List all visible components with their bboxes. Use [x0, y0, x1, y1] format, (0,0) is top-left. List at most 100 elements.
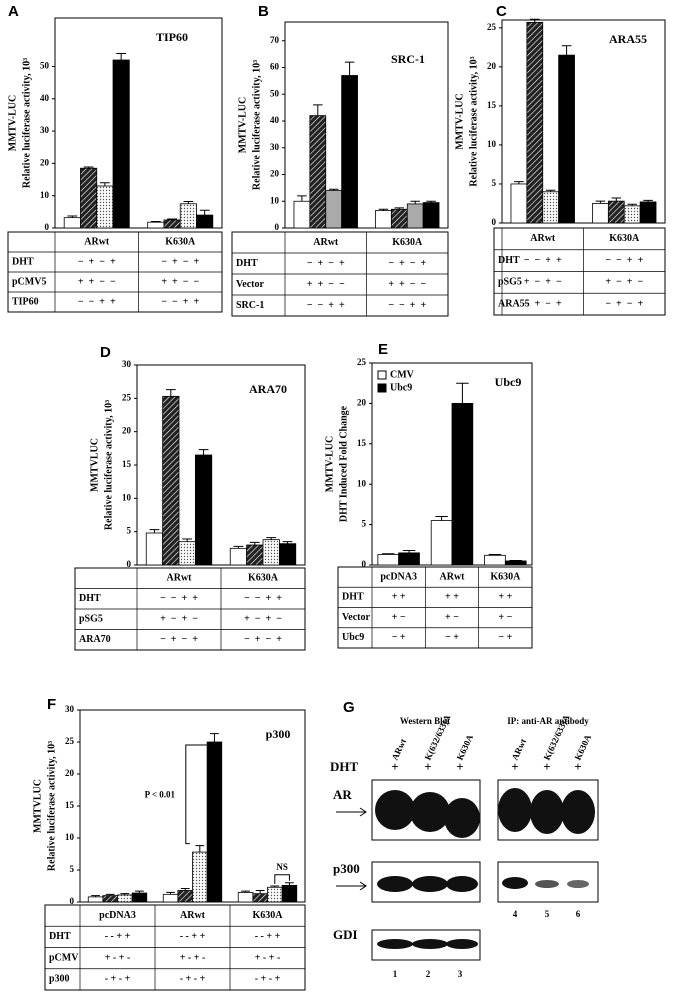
table-cell: − − + +	[605, 255, 643, 266]
bar	[63, 217, 81, 229]
error-bar	[394, 207, 405, 210]
band	[377, 939, 413, 949]
bracket	[274, 874, 290, 884]
chart-title: TIP60	[156, 30, 188, 44]
error-bar	[83, 166, 94, 169]
error-bar	[180, 888, 190, 891]
y-tick-label: 40	[270, 115, 280, 125]
bar	[117, 894, 133, 903]
y-tick-label: 0	[362, 559, 367, 569]
row-label: GDI	[333, 927, 358, 942]
treatment-mark: +	[511, 759, 518, 774]
y-tick-label: 10	[40, 190, 50, 200]
y-tick-label: 50	[40, 61, 50, 71]
y-axis-label: Relative luciferase activity, 10³	[21, 58, 32, 188]
table-cell: − − + +	[524, 255, 562, 266]
y-axis-label: MMTV-LUC	[324, 436, 335, 492]
bar	[246, 544, 264, 566]
bar	[623, 205, 641, 224]
table-cell: − +	[498, 632, 512, 643]
y-tick-label: 25	[122, 392, 132, 402]
y-tick-label: 10	[65, 832, 75, 842]
table-cell: + − + −	[524, 277, 562, 288]
error-bar	[611, 197, 622, 202]
bar	[542, 191, 560, 224]
bar	[293, 200, 311, 229]
table-row-label: DHT	[342, 592, 364, 603]
y-tick-label: 0	[70, 896, 75, 906]
bar	[558, 54, 575, 224]
table-cell: + − + −	[160, 614, 198, 625]
y-axis-label: MMTVLUC	[32, 779, 43, 833]
annotation: NS	[276, 862, 288, 872]
bar	[112, 59, 130, 229]
table-cell: − + − +	[388, 258, 426, 269]
band	[446, 876, 478, 892]
bar	[194, 454, 213, 566]
panel-letter: D	[100, 344, 111, 361]
table-header: K630A	[248, 573, 279, 584]
table-header: pcDNA3	[99, 910, 136, 921]
error-bar	[488, 553, 502, 556]
lane-number: 4	[513, 909, 518, 919]
table-header: K630A	[165, 236, 196, 247]
error-bar	[297, 195, 307, 202]
table-row-label: SRC-1	[236, 300, 264, 311]
bar	[131, 892, 148, 903]
table-cell: − − + +	[78, 296, 116, 307]
bar	[607, 200, 625, 224]
table-cell: - - + +	[105, 931, 131, 942]
bar	[504, 560, 527, 566]
y-axis-label: DHT Induced Fold Change	[338, 405, 349, 522]
bar	[375, 210, 392, 229]
y-axis-label: MMTV-LUC	[7, 95, 18, 151]
bar	[510, 183, 528, 224]
table-cell: − + − +	[244, 634, 282, 645]
y-tick-label: 5	[70, 864, 75, 874]
treatment-label: DHT	[330, 759, 359, 774]
bracket	[185, 744, 215, 845]
y-tick-label: 20	[357, 397, 367, 407]
table-cell: − + − +	[307, 258, 345, 269]
treatment-mark: +	[574, 759, 581, 774]
table-header: ARwt	[440, 571, 466, 582]
panel-letter: F	[47, 696, 56, 713]
lane-label: K630A	[455, 733, 476, 762]
band	[410, 792, 450, 832]
table-cell: − − + +	[388, 300, 426, 311]
table-row-label: Vector	[236, 279, 265, 290]
table-cell: - + - +	[255, 974, 281, 985]
table-cell: + −	[498, 612, 512, 623]
error-bar	[285, 882, 294, 886]
error-bar	[402, 549, 416, 553]
bar	[196, 214, 214, 229]
table-cell: - - + +	[180, 931, 206, 942]
error-bar	[378, 208, 389, 211]
arrow	[336, 881, 367, 891]
table-cell: − + − +	[605, 298, 643, 309]
bar	[252, 893, 268, 903]
error-bar	[150, 221, 161, 223]
bar	[237, 892, 254, 903]
chart-title: Ubc9	[495, 375, 522, 389]
table-row-label: pSG5	[498, 277, 522, 288]
panel-letter: B	[258, 3, 269, 20]
table-cell: − + − +	[161, 256, 199, 267]
error-bar	[149, 529, 160, 533]
error-bar	[249, 541, 260, 545]
error-bar	[530, 18, 540, 23]
table-row-label: DHT	[236, 258, 258, 269]
arrow	[336, 807, 367, 817]
error-bar	[100, 182, 110, 186]
y-tick-label: 30	[65, 704, 75, 714]
table-cell: + - + -	[105, 952, 131, 963]
panel-letter: A	[8, 3, 19, 20]
y-axis-label: MMTV-LUC	[454, 93, 465, 149]
y-tick-label: 0	[45, 222, 50, 232]
bar	[592, 203, 609, 224]
error-bar	[182, 538, 193, 542]
table-header: K630A	[609, 233, 640, 244]
y-tick-label: 20	[270, 169, 280, 179]
bar	[430, 520, 453, 566]
